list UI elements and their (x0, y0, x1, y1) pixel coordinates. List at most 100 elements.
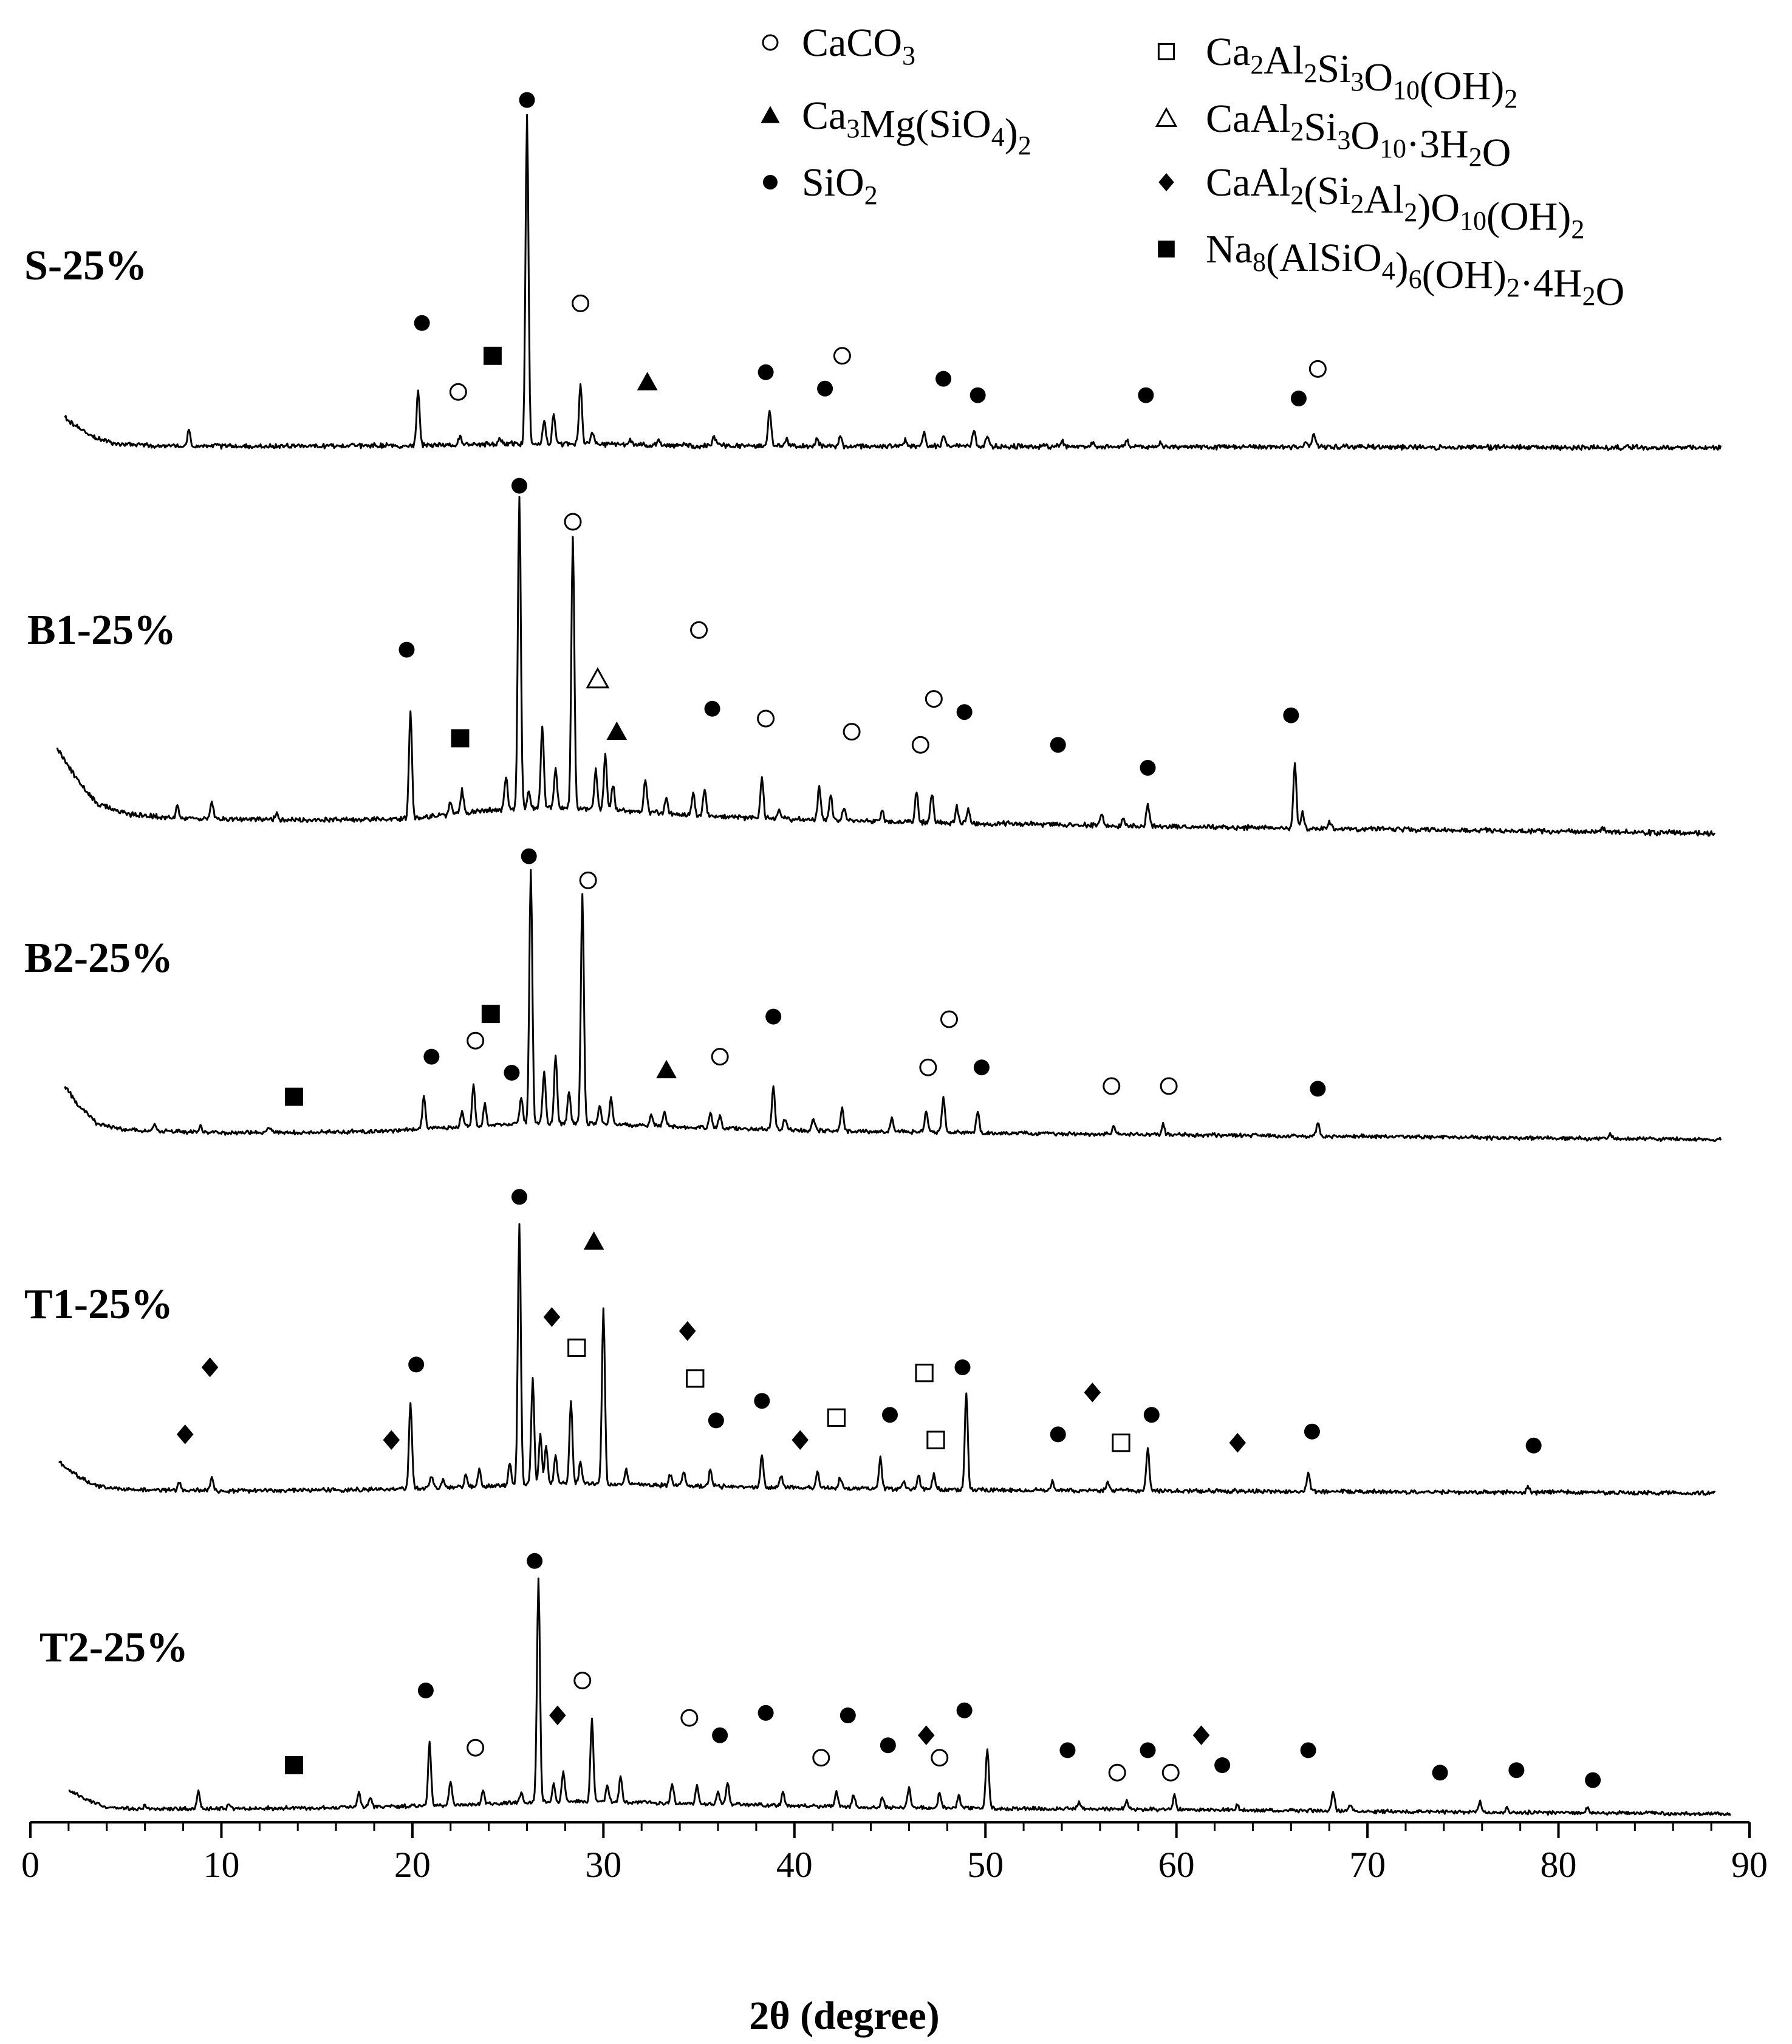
phase-marker-circle-open (925, 690, 943, 708)
phase-marker-circle-open (919, 1058, 937, 1076)
phase-marker-circle-filled (527, 1553, 543, 1569)
phase-marker-circle-filled (1300, 1742, 1316, 1759)
phase-marker-circle-filled (882, 1407, 898, 1423)
pattern-traces (56, 114, 1731, 1817)
legend-marker-circle-open (762, 34, 779, 51)
phase-marker-circle-filled (956, 1702, 973, 1718)
phase-marker-circle-filled (757, 1704, 774, 1721)
phase-marker-circle-filled (519, 92, 535, 108)
phase-marker-circle-filled (1585, 1772, 1601, 1788)
phase-marker-circle-open (1108, 1763, 1126, 1782)
x-tick-label: 60 (1158, 1845, 1195, 1885)
x-tick-label: 50 (967, 1845, 1004, 1885)
pattern-line-b2-25pct (64, 869, 1722, 1143)
phase-marker-circle-filled (1138, 387, 1154, 403)
phase-marker-circle-filled (1508, 1762, 1525, 1779)
phase-marker-circle-open (911, 736, 929, 754)
phase-marker-square-open (567, 1338, 586, 1357)
phase-marker-circle-filled (1283, 707, 1299, 723)
legend-label: Na8(AlSiO4)6(OH)2·4H2O (1206, 227, 1624, 314)
phase-marker-circle-open (757, 709, 775, 728)
phase-marker-circle-filled (708, 1412, 724, 1429)
phase-marker-circle-filled (712, 1727, 728, 1743)
phase-marker-circle-filled (1059, 1742, 1076, 1759)
phase-marker-square-filled (451, 729, 470, 748)
phase-marker-triangle-filled (583, 1231, 604, 1250)
phase-marker-triangle-filled (656, 1059, 677, 1079)
phase-marker-circle-filled (754, 1393, 770, 1409)
sample-label: T1-25% (24, 1281, 173, 1328)
phase-marker-triangle-open (586, 667, 610, 689)
phase-marker-circle-open (1161, 1763, 1180, 1782)
legend-label: CaAl2(Si2Al2)O10(OH)2 (1206, 160, 1584, 244)
legend-label: CaCO3 (802, 21, 915, 70)
phase-marker-circle-filled (1304, 1423, 1320, 1440)
phase-marker-diamond-filled (1229, 1432, 1247, 1453)
phase-marker-circle-open (467, 1031, 485, 1050)
phase-marker-diamond-filled (917, 1725, 935, 1746)
pattern-line-s-25pct (64, 114, 1722, 451)
phase-marker-circle-filled (423, 1048, 440, 1065)
phase-marker-circle-open (1103, 1077, 1121, 1095)
phase-marker-circle-open (680, 1709, 699, 1727)
legend-item-caco3: CaCO3 (762, 21, 915, 70)
phase-marker-circle-filled (1214, 1757, 1231, 1773)
phase-marker-circle-filled (1050, 1426, 1066, 1443)
phase-marker-circle-filled (511, 1189, 527, 1205)
phase-marker-diamond-filled (792, 1430, 809, 1450)
phase-marker-circle-open (711, 1048, 729, 1066)
phase-marker-circle-open (564, 513, 582, 531)
phase-marker-circle-filled (511, 477, 527, 494)
legend-marker-circle-filled (763, 175, 778, 190)
legend-item-ca2al2: Ca2Al2Si3O10(OH)2 (1157, 30, 1517, 114)
legend-label: CaAl2Si3O10·3H2O (1206, 97, 1511, 175)
phase-marker-circle-filled (504, 1065, 520, 1081)
pattern-line-b1-25pct (56, 496, 1716, 837)
phase-marker-circle-filled (414, 315, 430, 331)
sample-label: S-25% (24, 242, 147, 289)
phase-marker-square-open (915, 1364, 934, 1383)
phase-marker-square-filled (284, 1087, 303, 1106)
phase-marker-square-open (686, 1369, 705, 1388)
phase-marker-circle-open (812, 1749, 830, 1767)
phase-marker-circle-open (1308, 360, 1327, 378)
phase-marker-circle-filled (1050, 737, 1066, 753)
phase-marker-square-filled (484, 346, 502, 365)
phase-marker-circle-open (467, 1738, 485, 1757)
legend-marker-square-filled (1158, 241, 1175, 258)
x-tick-label: 40 (776, 1845, 813, 1885)
x-tick-label: 70 (1349, 1845, 1386, 1885)
pattern-line-t2-25pct (68, 1577, 1731, 1817)
phase-marker-diamond-filled (1192, 1725, 1210, 1746)
phase-markers (176, 92, 1601, 1788)
phase-marker-circle-open (449, 383, 467, 401)
legend-item-caal2si2: CaAl2(Si2Al2)O10(OH)2 (1158, 160, 1584, 244)
legend-item-sio2: SiO2 (763, 160, 878, 210)
x-tick-label: 0 (21, 1845, 39, 1885)
phase-marker-circle-open (931, 1749, 949, 1767)
phase-marker-circle-open (690, 621, 708, 639)
legend-marker-square-open (1157, 43, 1175, 61)
phase-marker-circle-filled (880, 1737, 896, 1754)
phase-marker-diamond-filled (679, 1321, 696, 1341)
x-tick-label: 80 (1541, 1845, 1577, 1885)
phase-marker-circle-filled (1290, 391, 1307, 406)
phase-marker-circle-filled (1140, 1742, 1156, 1759)
phase-marker-circle-filled (1143, 1407, 1160, 1423)
phase-marker-circle-open (843, 723, 861, 741)
phase-marker-circle-open (940, 1010, 958, 1028)
sample-label: B1-25% (27, 607, 176, 654)
phase-marker-circle-filled (521, 848, 537, 864)
phase-marker-diamond-filled (543, 1307, 561, 1327)
phase-marker-triangle-filled (606, 721, 628, 740)
phase-marker-circle-open (833, 347, 851, 365)
phase-marker-circle-filled (1310, 1081, 1326, 1097)
x-tick-label: 30 (585, 1845, 621, 1885)
phase-marker-circle-filled (765, 1008, 782, 1025)
sample-label: B2-25% (24, 935, 173, 982)
legend-label: Ca2Al2Si3O10(OH)2 (1206, 30, 1517, 114)
phase-marker-diamond-filled (201, 1357, 219, 1378)
legend-item-ca3mg: Ca3Mg(SiO4)2 (761, 94, 1031, 160)
legend-marker-triangle-open (1155, 107, 1178, 127)
